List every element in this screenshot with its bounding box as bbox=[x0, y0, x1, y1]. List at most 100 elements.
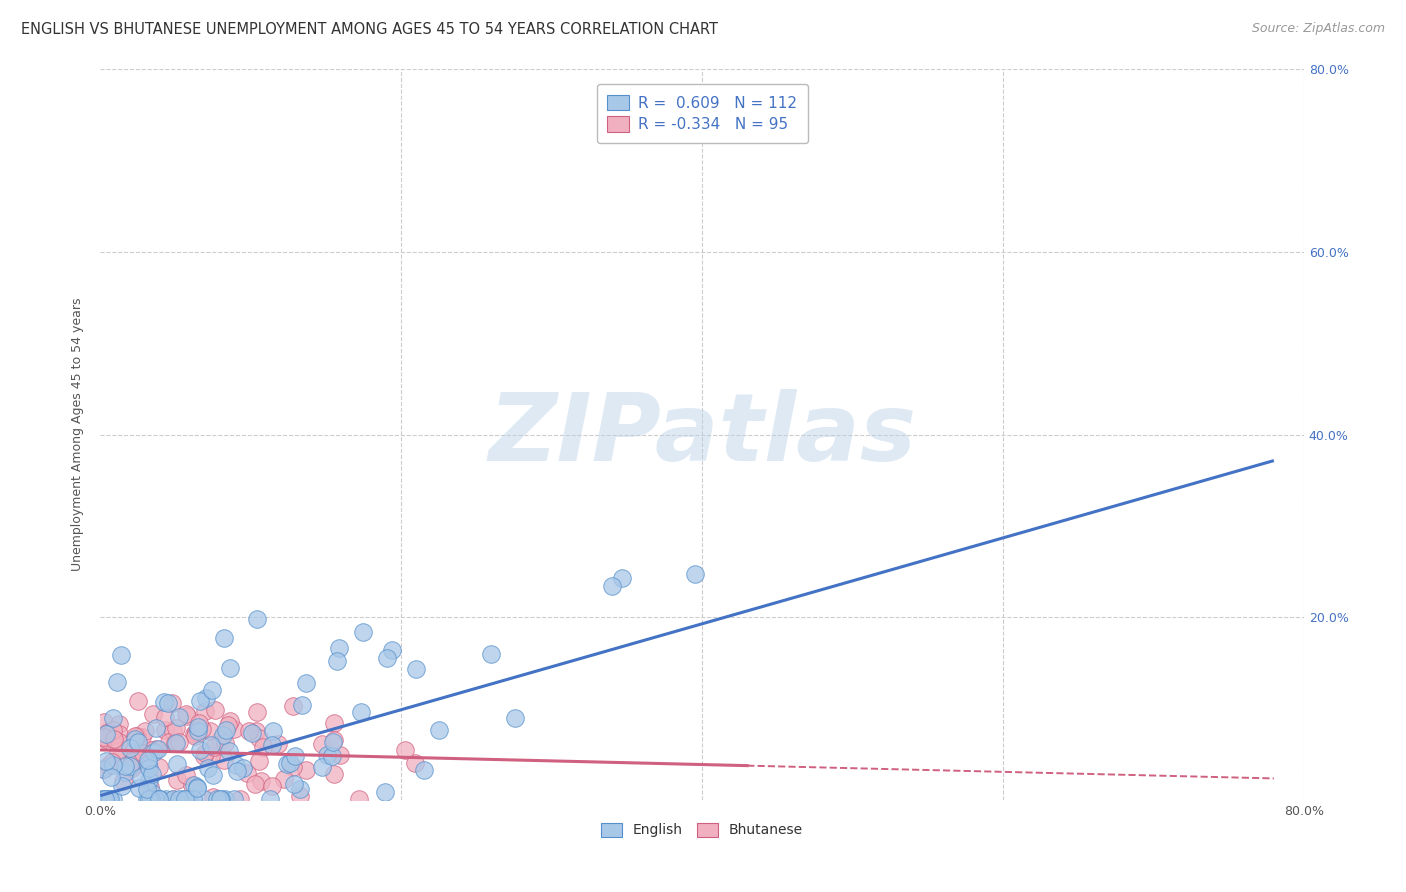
Point bbox=[125, 730, 148, 744]
Point bbox=[214, 736, 236, 750]
Point bbox=[94, 727, 117, 741]
Point bbox=[187, 724, 209, 739]
Point bbox=[290, 789, 312, 804]
Point bbox=[148, 792, 170, 806]
Point bbox=[247, 754, 270, 768]
Point bbox=[155, 792, 177, 806]
Point bbox=[127, 735, 149, 749]
Point bbox=[142, 707, 165, 722]
Point bbox=[94, 731, 117, 746]
Point bbox=[131, 771, 153, 785]
Point bbox=[114, 759, 136, 773]
Point bbox=[322, 735, 344, 749]
Point bbox=[138, 761, 160, 775]
Point bbox=[118, 738, 141, 752]
Point bbox=[183, 729, 205, 743]
Point bbox=[166, 772, 188, 787]
Point bbox=[103, 723, 125, 737]
Point bbox=[281, 760, 304, 774]
Point bbox=[160, 696, 183, 710]
Point bbox=[187, 715, 209, 730]
Point bbox=[208, 792, 231, 806]
Point bbox=[153, 710, 176, 724]
Point bbox=[173, 792, 195, 806]
Point bbox=[136, 756, 159, 771]
Point bbox=[138, 753, 160, 767]
Point bbox=[165, 721, 187, 735]
Point bbox=[162, 792, 184, 806]
Point bbox=[128, 780, 150, 795]
Point bbox=[350, 706, 373, 720]
Y-axis label: Unemployment Among Ages 45 to 54 years: Unemployment Among Ages 45 to 54 years bbox=[72, 298, 84, 572]
Point bbox=[375, 651, 398, 665]
Point bbox=[103, 730, 125, 744]
Point bbox=[167, 710, 190, 724]
Point bbox=[122, 759, 145, 773]
Point bbox=[294, 764, 316, 778]
Point bbox=[108, 727, 131, 741]
Point bbox=[212, 632, 235, 646]
Point bbox=[281, 698, 304, 713]
Point bbox=[322, 732, 344, 747]
Point bbox=[103, 757, 125, 772]
Point bbox=[194, 746, 217, 760]
Point bbox=[181, 792, 204, 806]
Text: ZIPatlas: ZIPatlas bbox=[488, 389, 917, 481]
Point bbox=[193, 749, 215, 764]
Point bbox=[120, 741, 142, 756]
Point bbox=[283, 776, 305, 790]
Point bbox=[132, 746, 155, 760]
Point bbox=[288, 782, 311, 797]
Point bbox=[222, 792, 245, 806]
Point bbox=[290, 698, 312, 712]
Point bbox=[250, 774, 273, 789]
Point bbox=[243, 777, 266, 791]
Point bbox=[141, 786, 163, 800]
Point bbox=[612, 571, 634, 585]
Point bbox=[267, 738, 290, 752]
Point bbox=[349, 792, 371, 806]
Point bbox=[225, 757, 247, 772]
Point bbox=[94, 792, 117, 806]
Point bbox=[329, 748, 352, 763]
Point bbox=[202, 739, 225, 754]
Point bbox=[321, 748, 343, 763]
Point bbox=[353, 624, 375, 639]
Point bbox=[100, 770, 122, 784]
Point bbox=[323, 715, 346, 730]
Point bbox=[101, 711, 124, 725]
Point bbox=[209, 792, 232, 806]
Point bbox=[136, 792, 159, 806]
Point bbox=[149, 792, 172, 806]
Point bbox=[322, 767, 344, 781]
Point bbox=[96, 724, 118, 739]
Point bbox=[129, 746, 152, 760]
Point bbox=[93, 792, 115, 806]
Point bbox=[93, 714, 115, 729]
Point bbox=[91, 762, 114, 776]
Point bbox=[479, 647, 502, 661]
Point bbox=[114, 765, 136, 780]
Point bbox=[202, 789, 225, 804]
Point bbox=[138, 792, 160, 806]
Point bbox=[98, 757, 121, 772]
Point bbox=[176, 709, 198, 723]
Point bbox=[145, 741, 167, 756]
Point bbox=[162, 792, 184, 806]
Point bbox=[156, 696, 179, 710]
Point bbox=[217, 717, 239, 731]
Point bbox=[374, 785, 396, 799]
Point bbox=[146, 742, 169, 756]
Point bbox=[238, 723, 260, 738]
Point bbox=[252, 739, 274, 754]
Text: Source: ZipAtlas.com: Source: ZipAtlas.com bbox=[1251, 22, 1385, 36]
Point bbox=[204, 703, 226, 717]
Point bbox=[107, 716, 129, 731]
Point bbox=[167, 792, 190, 806]
Point bbox=[139, 743, 162, 757]
Text: ENGLISH VS BHUTANESE UNEMPLOYMENT AMONG AGES 45 TO 54 YEARS CORRELATION CHART: ENGLISH VS BHUTANESE UNEMPLOYMENT AMONG … bbox=[21, 22, 718, 37]
Point bbox=[124, 732, 146, 747]
Point bbox=[262, 724, 284, 739]
Point bbox=[145, 721, 167, 735]
Point bbox=[186, 725, 208, 739]
